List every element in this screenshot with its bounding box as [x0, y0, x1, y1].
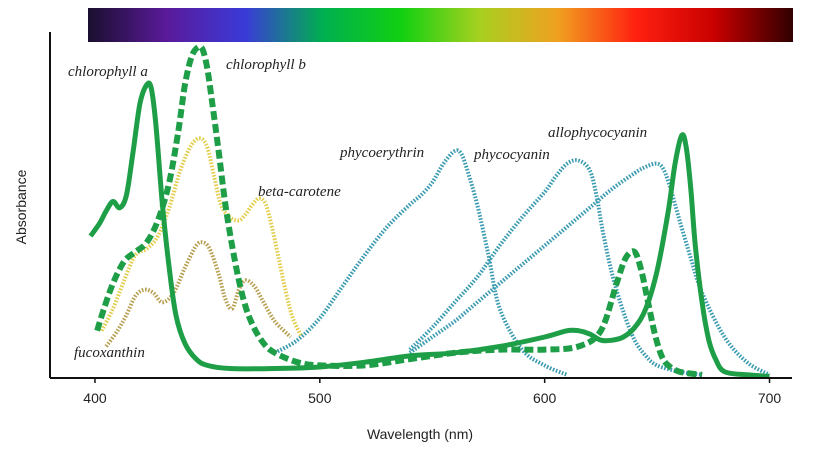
- series-layer: [88, 43, 771, 379]
- series-label-fucoxanthin: fucoxanthin: [74, 345, 145, 361]
- series-label-beta-carotene: beta-carotene: [258, 184, 341, 200]
- series-label-phycoerythrin: phycoerythrin: [339, 145, 424, 161]
- series-line-chlorophyll-b: [94, 43, 703, 378]
- x-tick-label-400: 400: [83, 390, 107, 406]
- x-axis-label: Wavelength (nm): [367, 426, 473, 442]
- series-line-fucoxanthin: [104, 240, 293, 348]
- series-label-allophycocyanin: allophycocyanin: [548, 125, 647, 141]
- x-tick-label-700: 700: [758, 390, 782, 406]
- x-tick-label-500: 500: [308, 390, 332, 406]
- x-tick-layer: 400 500 600 700: [83, 378, 781, 406]
- series-label-phycocyanin: phycocyanin: [473, 147, 550, 163]
- visible-spectrum-bar: [88, 8, 793, 42]
- series-line-phycoerythrin: [273, 148, 568, 377]
- series-line-phycocyanin: [408, 158, 703, 377]
- y-axis-label: Absorbance: [13, 169, 29, 244]
- series-label-chlorophyll-a: chlorophyll a: [68, 64, 148, 80]
- series-line-chlorophyll-a: [88, 80, 770, 379]
- x-tick-label-600: 600: [533, 390, 557, 406]
- series-line-beta-carotene: [99, 136, 304, 338]
- series-label-chlorophyll-b: chlorophyll b: [226, 57, 306, 73]
